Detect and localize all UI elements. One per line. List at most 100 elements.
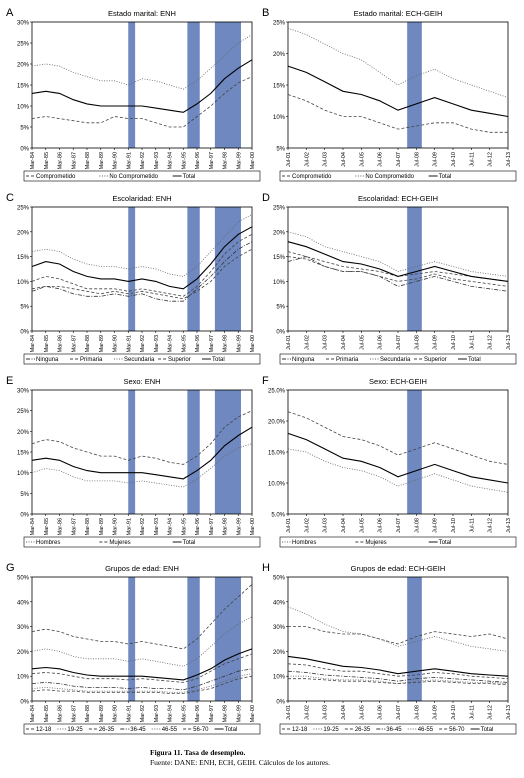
- y-tick-label: 20%: [17, 63, 30, 69]
- shaded-band: [407, 390, 422, 514]
- x-tick-label: Jul-13: [506, 705, 512, 720]
- series-line-46-55: [31, 673, 253, 693]
- legend-label: 12-18: [36, 727, 52, 733]
- x-tick-label: Mar-97: [209, 518, 215, 535]
- shaded-band: [407, 207, 422, 331]
- x-tick-label: Mar-99: [236, 335, 242, 352]
- chart-panel-e: E Sexo: ENH 0% 5% 10% 15% 20% 25% 30% Mar-84 Mar-8…: [6, 375, 261, 548]
- x-tick-label: Mar-92: [140, 152, 146, 169]
- legend-label: 26-35: [99, 727, 115, 733]
- x-tick-label: Jul-10: [451, 335, 457, 350]
- shaded-band: [128, 577, 136, 701]
- series-line-secundaria: [287, 231, 509, 277]
- x-tick-label: Mar-88: [85, 705, 91, 722]
- y-tick-label: 25%: [17, 409, 30, 415]
- legend-label: Total: [225, 727, 238, 733]
- x-tick-label: Jul-07: [396, 152, 402, 167]
- legend-label: Ninguna: [292, 357, 315, 363]
- chart-title: Grupos de edad: ENH: [105, 564, 179, 573]
- series-line-secundaria: [31, 214, 253, 277]
- y-tick-label: 5%: [20, 126, 29, 132]
- y-tick-label: 20%: [273, 52, 286, 58]
- y-tick-label: 25%: [17, 42, 30, 48]
- series-line-56-70: [288, 678, 509, 686]
- x-tick-label: Mar-86: [58, 152, 64, 169]
- y-tick-label: 10%: [17, 105, 30, 111]
- legend-label: 26-35: [355, 727, 371, 733]
- chart-panel-d: D Escolaridad: ECH-GEIH 0% 5% 10% 15% 20% 25% Ju…: [262, 192, 517, 365]
- plot-frame: [287, 389, 509, 515]
- series-line-19-25: [31, 616, 253, 667]
- y-tick-label: 5%: [276, 305, 285, 311]
- y-tick-label: 0%: [20, 330, 29, 336]
- y-tick-label: 20%: [17, 230, 30, 236]
- x-tick-label: Jul-02: [304, 518, 310, 533]
- series-line-comprometido: [287, 94, 508, 133]
- x-tick-label: Jul-08: [414, 705, 420, 720]
- x-tick-label: Jul-11: [469, 335, 475, 350]
- x-tick-label: Mar-94: [168, 705, 174, 722]
- series-line-36-45: [287, 670, 509, 683]
- legend: Ninguna Primaria Secundaria Superior Total: [23, 353, 261, 365]
- legend: 12-18 19-25 26-35 36-45 46-55 56-70 Total: [23, 723, 261, 735]
- x-tick-label: Mar-96: [195, 705, 201, 722]
- x-tick-label: Mar-87: [71, 335, 77, 352]
- panel-letter: F: [262, 375, 269, 387]
- x-tick-label: Mar-89: [99, 152, 105, 169]
- y-tick-label: 30%: [17, 21, 30, 27]
- figure-caption: Figura 11. Tasa de desempleo. Fuente: DA…: [150, 748, 330, 768]
- series-line-total: [31, 426, 253, 480]
- shaded-band: [128, 207, 136, 331]
- legend-label: Superior: [424, 357, 447, 363]
- x-tick-label: Jul-13: [506, 152, 512, 167]
- legend-label: Total: [481, 727, 494, 733]
- shaded-band: [128, 22, 136, 148]
- x-tick-label: Mar-91: [126, 335, 132, 352]
- y-tick-label: 20%: [273, 230, 286, 236]
- x-tick-label: Mar-00: [250, 518, 256, 535]
- x-tick-label: Mar-96: [195, 152, 201, 169]
- x-tick-label: Jul-10: [451, 705, 457, 720]
- x-tick-label: Jul-12: [488, 518, 494, 533]
- series-line-total: [31, 648, 253, 681]
- x-tick-label: Mar-00: [250, 705, 256, 722]
- legend-box: [23, 723, 261, 735]
- chart-title: Escolaridad: ENH: [112, 194, 171, 203]
- x-tick-label: Jul-04: [341, 335, 347, 350]
- shaded-band: [407, 22, 422, 148]
- y-tick-label: 10.0%: [268, 482, 286, 488]
- legend: Comprometido No Comprometido Total: [279, 170, 517, 182]
- y-tick-label: 10%: [17, 471, 30, 477]
- y-tick-label: 15%: [17, 84, 30, 90]
- y-tick-label: 40%: [273, 600, 286, 606]
- y-tick-label: 20%: [17, 430, 30, 436]
- y-tick-label: 10%: [17, 675, 30, 681]
- series-line-19-25: [287, 606, 509, 652]
- x-tick-label: Mar-92: [140, 705, 146, 722]
- x-tick-label: Jul-12: [488, 705, 494, 720]
- x-tick-label: Mar-88: [85, 518, 91, 535]
- legend-label: Primaria: [336, 357, 359, 363]
- x-tick-label: Jul-10: [451, 518, 457, 533]
- series-line-12-18: [31, 584, 253, 650]
- y-tick-label: 15%: [273, 84, 286, 90]
- x-tick-label: Mar-92: [140, 518, 146, 535]
- y-tick-label: 30%: [17, 625, 30, 631]
- x-tick-label: Mar-96: [195, 518, 201, 535]
- x-tick-label: Jul-07: [396, 335, 402, 350]
- legend-label: 56-70: [449, 727, 465, 733]
- legend-label: Primaria: [80, 357, 103, 363]
- x-tick-label: Mar-99: [236, 518, 242, 535]
- legend-label: No Comprometido: [109, 174, 158, 180]
- x-tick-label: Mar-91: [126, 152, 132, 169]
- series-line-mujeres: [287, 411, 509, 465]
- series-line-comprometido: [31, 76, 253, 128]
- y-tick-label: 0%: [276, 330, 285, 336]
- legend-label: Ninguna: [36, 357, 59, 363]
- x-tick-label: Jul-06: [378, 335, 384, 350]
- series-line-superior: [31, 248, 253, 300]
- caption-title: Figura 11. Tasa de desempleo.: [150, 748, 246, 757]
- x-tick-label: Mar-90: [113, 705, 119, 722]
- x-tick-label: Jul-09: [433, 152, 439, 167]
- legend-label: 36-45: [386, 727, 402, 733]
